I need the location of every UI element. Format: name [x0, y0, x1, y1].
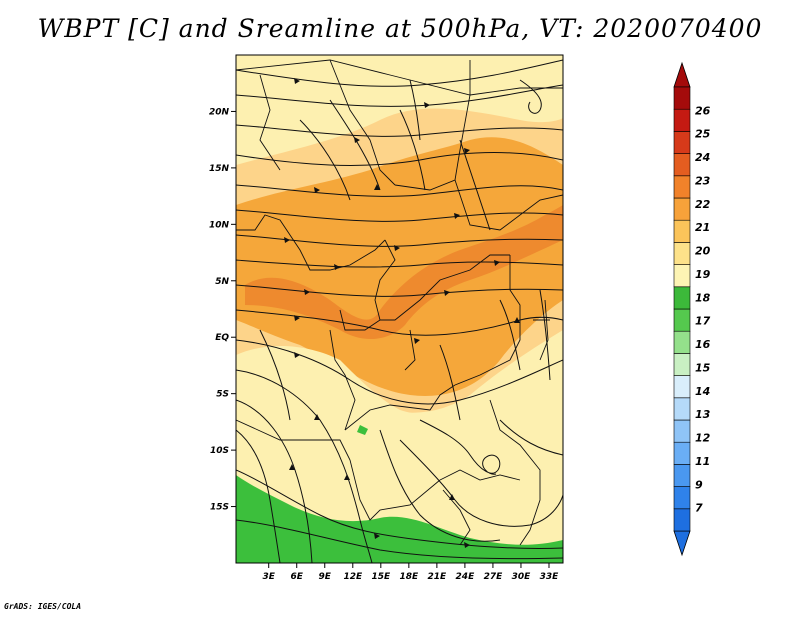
streamlines — [236, 59, 563, 563]
colorbar-label: 21 — [695, 221, 710, 234]
colorbar-label: 7 — [695, 502, 703, 515]
colorbar-swatch — [673, 375, 691, 399]
colorbar-arrow-low — [673, 530, 691, 557]
lon-label: 24E — [456, 572, 476, 582]
lat-label: 15N — [209, 164, 230, 174]
map-frame — [235, 54, 564, 564]
colorbar-swatch — [673, 242, 691, 265]
lon-label: 15E — [371, 572, 391, 582]
colorbar-label: 14 — [695, 385, 710, 398]
colorbar-swatch — [673, 464, 691, 487]
lat-label: 5S — [216, 390, 229, 400]
colorbar-label: 11 — [695, 455, 710, 468]
lat-label: EQ — [215, 333, 229, 343]
lon-label: 18E — [399, 572, 419, 582]
chart-title: WBPT [C] and Sreamline at 500hPa, VT: 20… — [37, 14, 763, 43]
colorbar-swatch — [673, 286, 691, 310]
colorbar-swatch — [673, 131, 691, 154]
colorbar-label: 26 — [695, 104, 711, 117]
colorbar-swatch — [673, 508, 691, 532]
colorbar-label: 9 — [695, 478, 703, 491]
lat-label: 10N — [209, 220, 230, 230]
colorbar-label: 12 — [695, 432, 711, 445]
colorbar-label: 19 — [695, 268, 711, 281]
colorbar-swatch — [673, 330, 691, 354]
lon-label: 33E — [540, 572, 560, 582]
lat-label: 5N — [215, 277, 229, 287]
longitude-axis: 3E 6E 9E 12E 15E 18E 21E 24E 27E 30E 33E — [262, 563, 559, 582]
colorbar-swatch — [673, 441, 691, 465]
colorbar-swatch — [673, 308, 691, 332]
colorbar-label: 23 — [695, 174, 711, 187]
colorbar-label: 22 — [695, 198, 711, 211]
country-borders — [236, 59, 563, 546]
colorbar-swatch — [673, 153, 691, 177]
lon-label: 6E — [291, 572, 304, 582]
colorbar-label: 24 — [695, 151, 710, 164]
field-yellow-south — [236, 345, 563, 563]
lon-label: 21E — [428, 572, 448, 582]
colorbar-label: 18 — [695, 291, 711, 304]
colorbar-swatch — [673, 419, 691, 443]
lon-label: 27E — [484, 572, 504, 582]
colorbar-swatch — [673, 353, 691, 376]
latitude-axis: 20N 15N 10N 5N EQ 5S 10S 15S — [209, 107, 236, 513]
colorbar-label: 25 — [695, 128, 711, 141]
colorbar-swatch — [673, 175, 691, 199]
lat-label: 15S — [210, 503, 229, 513]
colorbar-swatch — [673, 486, 691, 510]
lat-label: 20N — [209, 107, 230, 117]
lon-label: 12E — [343, 572, 363, 582]
lon-label: 3E — [262, 572, 275, 582]
colorbar: 7 9 11 12 13 14 15 16 17 18 19 20 21 22 23 24 25 26 — [673, 61, 711, 557]
colorbar-label: 15 — [695, 361, 711, 374]
colorbar-swatch — [673, 264, 691, 288]
colorbar-swatch — [673, 108, 691, 132]
lon-label: 9E — [319, 572, 332, 582]
streamline-arrows — [284, 78, 520, 548]
colorbar-label: 13 — [695, 408, 711, 421]
field-green-patch — [357, 425, 368, 435]
colorbar-swatch — [673, 197, 691, 221]
colorbar-label: 17 — [695, 315, 711, 328]
lat-label: 10S — [210, 446, 229, 456]
grads-credit: GrADS: IGES/COLA — [4, 602, 82, 611]
wbpt-shading — [236, 55, 563, 563]
colorbar-swatch — [673, 219, 691, 243]
field-dark-orange — [245, 205, 563, 340]
colorbar-arrow-high — [673, 61, 691, 88]
colorbar-label: 16 — [695, 338, 711, 351]
colorbar-label: 20 — [695, 245, 711, 258]
lon-label: 30E — [512, 572, 532, 582]
colorbar-swatch — [673, 86, 691, 110]
colorbar-swatch — [673, 397, 691, 421]
